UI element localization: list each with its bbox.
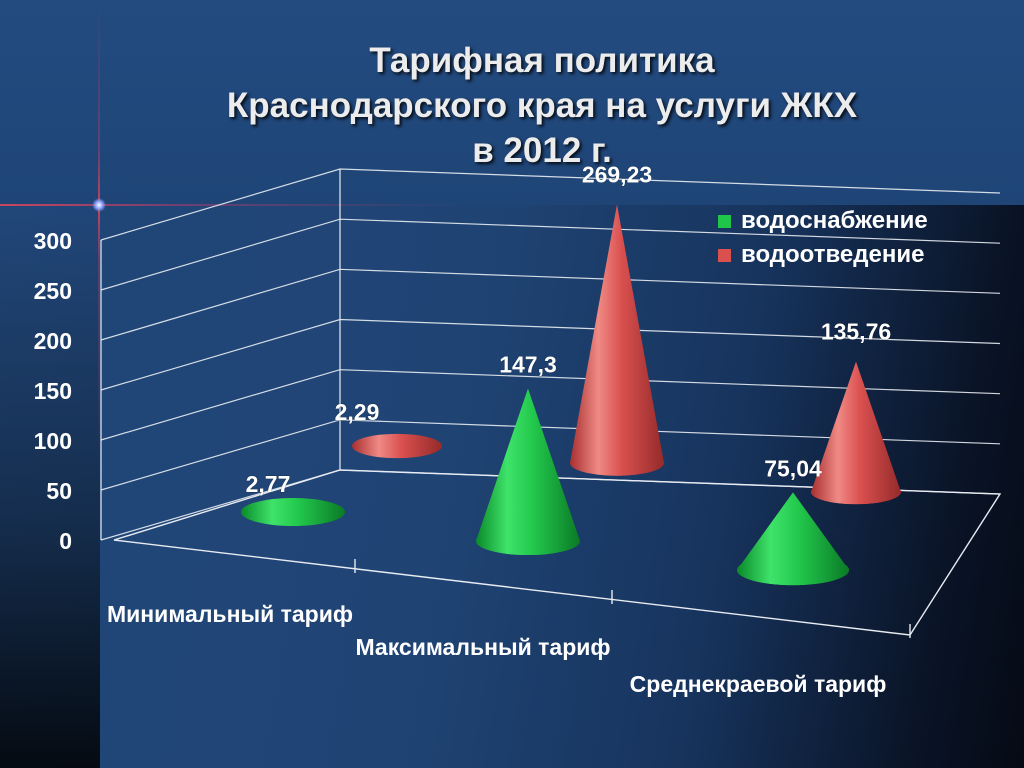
legend-item-water-supply: водоснабжение (718, 204, 928, 238)
cone-base (352, 433, 442, 459)
data-label: 2,77 (246, 471, 291, 497)
legend-item-wastewater: водоотведение (718, 238, 928, 272)
cone-wastewater (811, 361, 901, 505)
chart-grid (100, 168, 1002, 636)
data-label: 147,3 (499, 352, 557, 378)
legend-swatch-water-supply (718, 214, 731, 228)
accent-line-vertical (98, 0, 100, 768)
chart-legend: водоснабжение водоотведение (718, 204, 928, 272)
data-label: 269,23 (582, 162, 652, 188)
y-tick-label: 50 (46, 478, 72, 504)
cone-wastewater (352, 433, 442, 459)
y-tick-label: 100 (34, 428, 72, 454)
cone-body (737, 492, 850, 586)
legend-label-wastewater: водоотведение (741, 241, 925, 268)
y-tick-label: 250 (34, 278, 72, 304)
cone-body (811, 361, 901, 505)
x-category-label: Максимальный тариф (355, 634, 610, 660)
slide-title: Тарифная политика Краснодарского края на… (0, 38, 1024, 173)
y-tick-label: 200 (34, 328, 72, 354)
data-label: 135,76 (821, 319, 891, 345)
cone-water-supply (737, 492, 850, 586)
cone-water-supply (241, 497, 345, 527)
title-line-3: в 2012 г. (472, 131, 612, 170)
left-shade (0, 205, 100, 768)
data-label: 75,04 (764, 455, 822, 481)
x-category-label: Среднекраевой тариф (630, 671, 887, 697)
title-line-1: Тарифная политика (369, 41, 715, 80)
y-tick-label: 300 (34, 228, 72, 254)
cone-wastewater (570, 204, 664, 476)
x-category-label: Минимальный тариф (107, 601, 353, 627)
title-band (0, 0, 1024, 205)
chart-axes: 0 50 100 150 200 250 300 (34, 228, 911, 638)
cone-body (476, 388, 580, 556)
chart-cones (241, 204, 901, 586)
y-tick-label: 0 (59, 528, 72, 554)
floor-outline (113, 469, 1002, 636)
cone-body (570, 204, 664, 476)
accent-spark-icon (92, 198, 106, 212)
legend-swatch-wastewater (718, 248, 731, 262)
title-line-2: Краснодарского края на услуги ЖКХ (226, 86, 858, 125)
accent-line-horizontal (0, 204, 1024, 206)
cone-water-supply (476, 388, 580, 556)
cone-base (241, 497, 345, 527)
data-label: 2,29 (335, 399, 380, 425)
y-tick-label: 150 (34, 378, 72, 404)
legend-label-water-supply: водоснабжение (741, 207, 928, 234)
